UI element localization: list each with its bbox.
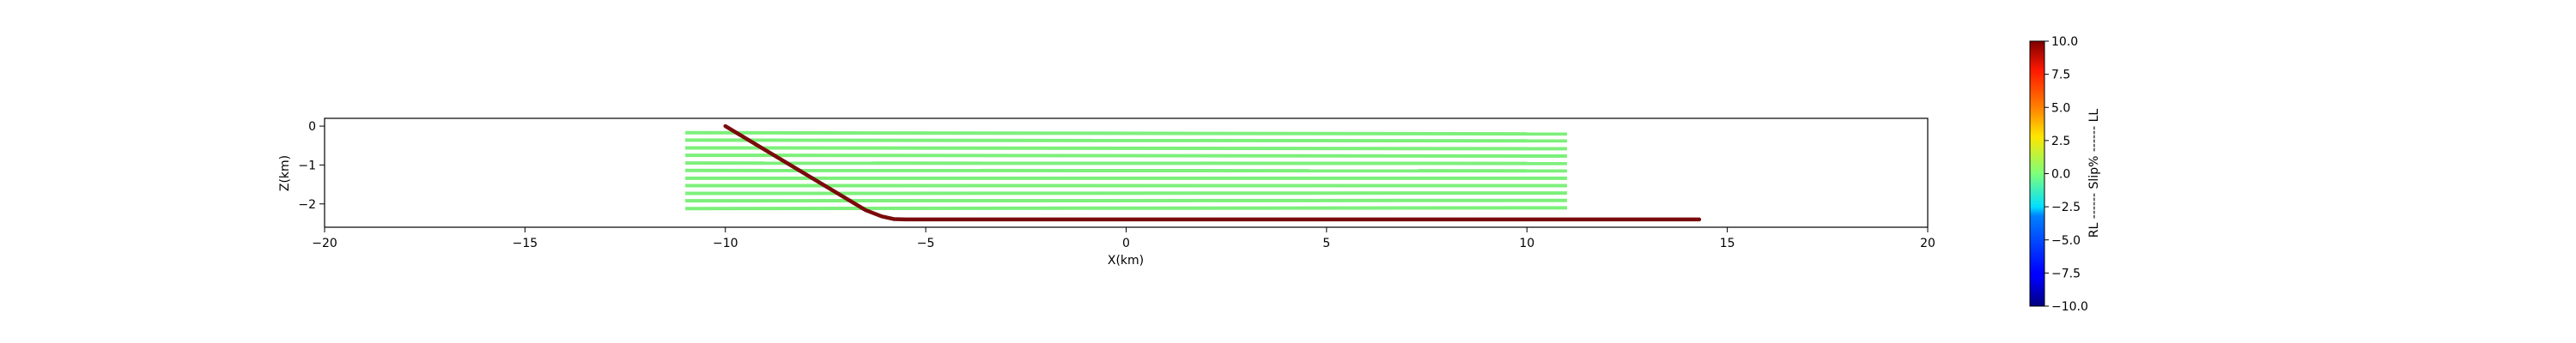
x-tick-label: −15 (513, 237, 538, 250)
x-tick-label: −20 (312, 237, 337, 250)
colorbar-tick-label: 2.5 (2051, 135, 2070, 148)
plot-area: −20 −15 −10 −5 0 5 10 15 20 0 −1 −2 X(km) Z(km) (278, 117, 1935, 268)
y-tick-label: 0 (308, 120, 316, 134)
slip-line-3 (685, 146, 1567, 151)
colorbar-tick-label: −2.5 (2051, 201, 2081, 214)
colorbar-gradient (2030, 41, 2044, 306)
slip-lines-group (685, 130, 1567, 211)
colorbar-ticks: 10.0 7.5 5.0 2.5 0.0 −2.5 −5.0 −7.5 −10.0 (2044, 35, 2088, 314)
y-tick-label: −1 (298, 159, 316, 172)
colorbar-label: RL ------ Slip% ------ LL (2087, 109, 2101, 238)
colorbar-tick-label: 0.0 (2051, 168, 2070, 182)
x-tick-label: 5 (1322, 237, 1330, 250)
y-tick-label: −2 (298, 198, 316, 212)
x-tick-label: 15 (1720, 237, 1735, 250)
y-axis: 0 −1 −2 (298, 120, 325, 212)
colorbar-tick-label: 7.5 (2051, 69, 2070, 82)
fault-trace-line (723, 123, 1702, 222)
colorbar-tick-label: −10.0 (2051, 300, 2088, 314)
slip-line-1 (685, 130, 1567, 136)
y-axis-label: Z(km) (278, 155, 292, 191)
x-axis-label: X(km) (1108, 254, 1144, 268)
x-tick-label: 20 (1920, 237, 1935, 250)
colorbar-tick-label: −7.5 (2051, 267, 2081, 280)
x-tick-label: −10 (713, 237, 738, 250)
slip-line-4 (685, 153, 1567, 158)
colorbar-tick-label: 10.0 (2051, 35, 2078, 49)
x-axis: −20 −15 −10 −5 0 5 10 15 20 (312, 227, 1935, 250)
slip-line-2 (685, 138, 1567, 143)
colorbar: 10.0 7.5 5.0 2.5 0.0 −2.5 −5.0 −7.5 −10.0 RL ---… (2029, 35, 2101, 314)
x-tick-label: 10 (1519, 237, 1534, 250)
colorbar-tick-label: 5.0 (2051, 101, 2070, 115)
x-tick-label: −5 (917, 237, 935, 250)
x-tick-label: 0 (1122, 237, 1130, 250)
fault-trace-group (723, 123, 1702, 222)
colorbar-tick-label: −5.0 (2051, 234, 2081, 248)
